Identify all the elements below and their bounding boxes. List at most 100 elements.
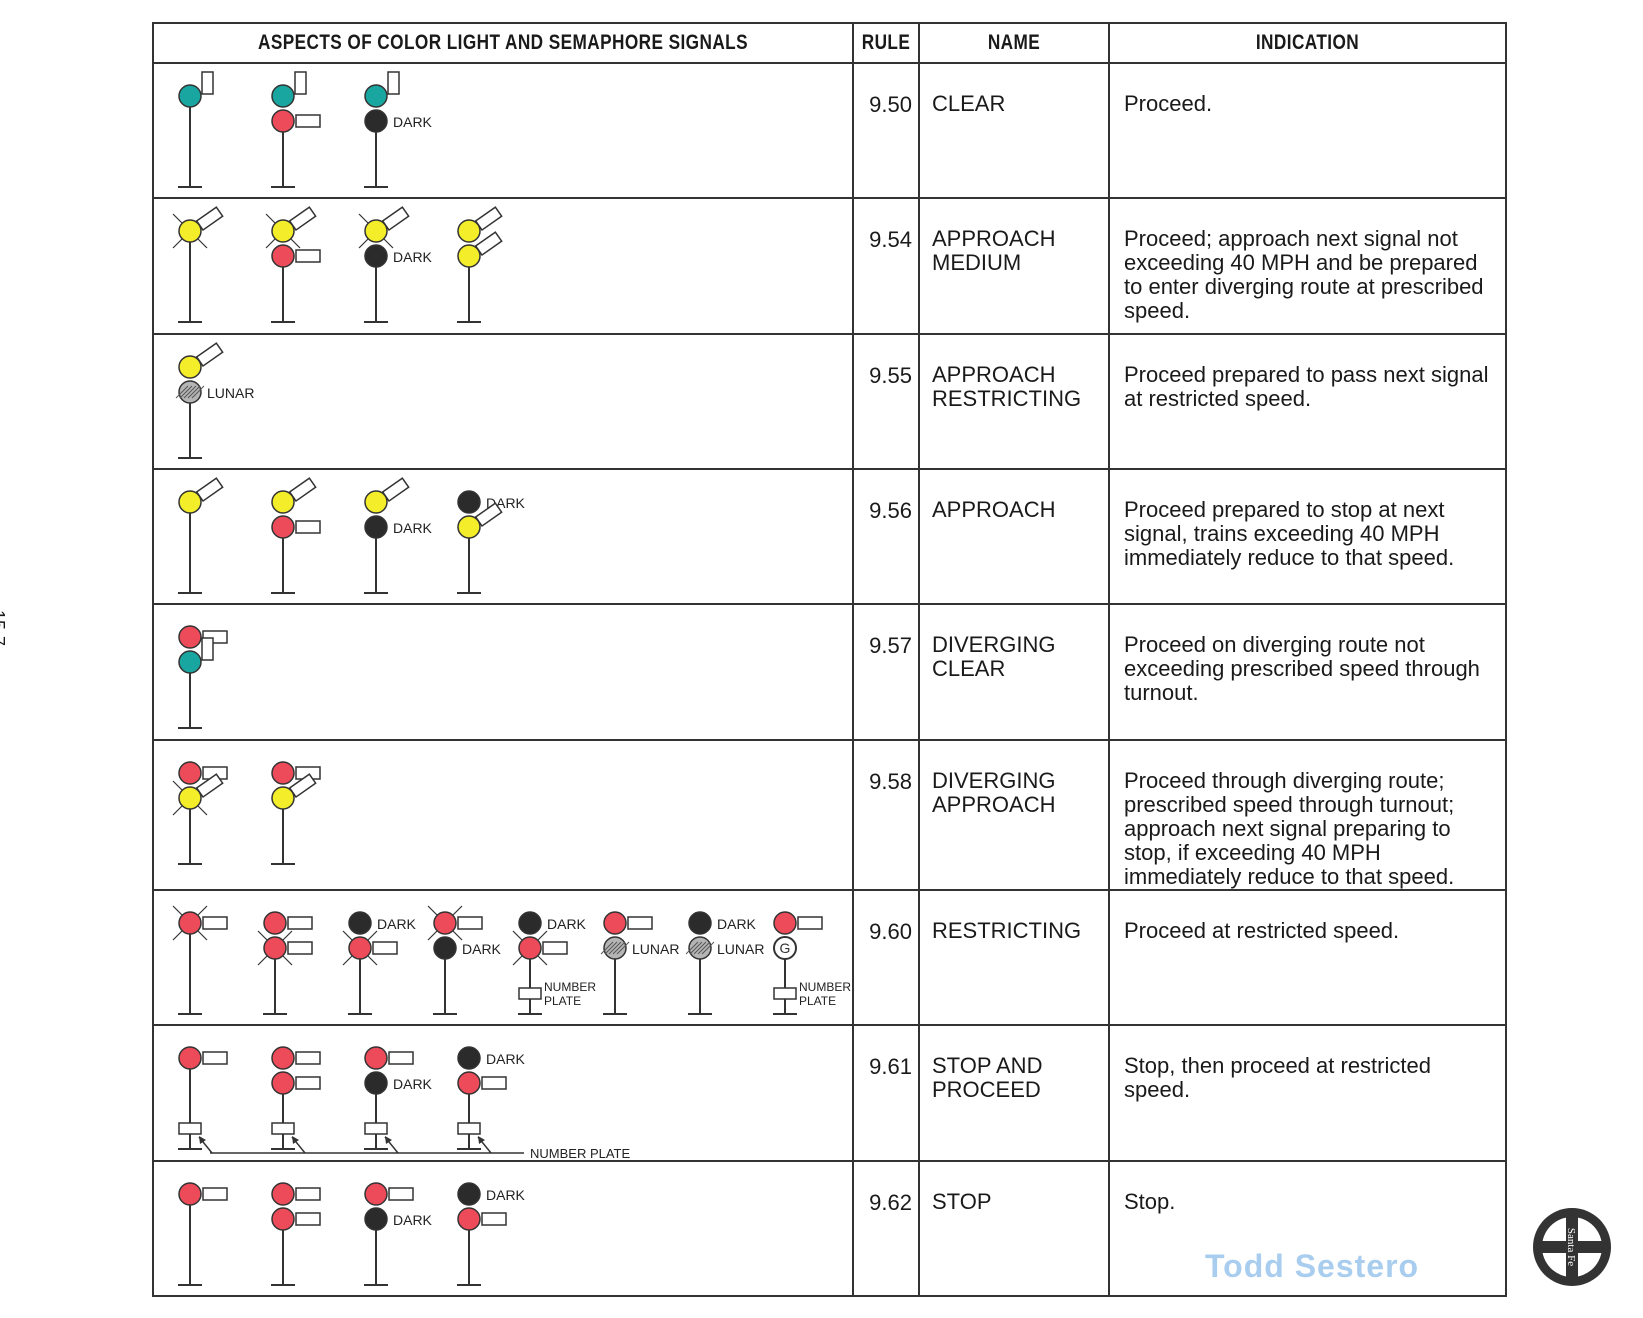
flash-ray <box>172 905 183 916</box>
flash-ray <box>427 930 438 941</box>
semaphore-arm-horizontal <box>295 249 321 264</box>
light-label: DARK <box>377 916 417 932</box>
flash-ray <box>282 930 293 941</box>
signal-mast: LUNAR <box>600 911 679 1015</box>
semaphore-arm-diagonal <box>474 206 503 232</box>
signal-mast: DARK <box>364 477 433 594</box>
semaphore-arm-horizontal <box>202 1051 228 1066</box>
signal-mast: LUNAR <box>175 341 254 459</box>
aspects-cell <box>152 738 854 892</box>
flash-ray <box>537 955 548 966</box>
signal-rules-table: ASPECTS OF COLOR LIGHT AND SEMAPHORE SIG… <box>152 22 1507 1298</box>
signal-mast: DARK <box>457 1046 526 1154</box>
lunar-hatch <box>689 941 703 955</box>
rule-name: STOP AND PROCEED <box>918 1024 1110 1162</box>
number-plate <box>271 1122 295 1136</box>
red-light <box>364 1046 388 1071</box>
flash-ray <box>452 930 463 941</box>
semaphore-arm-horizontal <box>457 916 483 930</box>
aspects-cell: DARK DARK NUMBER PLATE <box>152 1024 854 1162</box>
flash-ray <box>172 238 183 249</box>
yellow-light <box>457 515 481 539</box>
rule-name: STOP <box>918 1159 1110 1298</box>
light-label: DARK <box>393 1212 433 1228</box>
signal-mast <box>265 206 321 324</box>
lunar-hatch <box>175 385 189 399</box>
table-row: DARK DARK 9.56 APPROACH Proceed prepared to … <box>152 467 1507 606</box>
red-light <box>271 109 295 133</box>
lunar-hatch <box>612 941 626 955</box>
header-rule: RULE <box>858 22 914 64</box>
signal-mast <box>271 71 321 188</box>
flash-ray <box>367 955 378 966</box>
red-light <box>271 1071 295 1096</box>
number-plate <box>773 987 797 1000</box>
light-label: DARK <box>393 249 433 265</box>
signal-aspects-drawing: LUNAR <box>175 341 254 459</box>
semaphore-arm-horizontal <box>295 1076 321 1091</box>
table-header-row: ASPECTS OF COLOR LIGHT AND SEMAPHORE SIG… <box>153 22 1506 64</box>
number-plate-label: PLATE <box>799 994 836 1008</box>
red-light <box>271 1206 295 1231</box>
aspects-cell: DARK DARK DARK NUMBER PLATE LUNAR DARK LUNAR G NU… <box>152 888 854 1027</box>
red-light <box>178 625 202 650</box>
semaphore-arm-diagonal <box>474 231 503 257</box>
semaphore-arm-diagonal <box>195 477 224 503</box>
lunar-hatch <box>600 941 614 955</box>
signal-aspects-drawing: DARK <box>178 71 433 188</box>
signal-mast <box>178 71 214 188</box>
dark-light <box>518 911 542 935</box>
rule-number: 9.50 <box>852 61 920 200</box>
flash-ray <box>172 805 183 816</box>
semaphore-arm-horizontal <box>295 114 321 128</box>
light-label: DARK <box>462 941 502 957</box>
rule-indication: Proceed prepared to stop at next signal,… <box>1108 467 1507 606</box>
signal-mast: DARK LUNAR <box>685 911 764 1015</box>
watermark-credit: Todd Sestero <box>1205 1248 1420 1284</box>
yellow-light <box>457 244 481 269</box>
plate-note-label: NUMBER PLATE <box>530 1146 630 1161</box>
rule-name: APPROACH MEDIUM <box>918 197 1110 335</box>
semaphore-arm-diagonal <box>474 502 503 528</box>
red-light <box>271 244 295 269</box>
lunar-hatch <box>179 385 193 399</box>
semaphore-arm-horizontal <box>627 916 653 930</box>
header-name: NAME <box>935 22 1093 64</box>
rule-number: 9.57 <box>852 603 920 741</box>
number-plate <box>364 1122 388 1136</box>
rule-name: APPROACH <box>918 467 1110 606</box>
dark-light <box>457 1046 481 1071</box>
rule-indication: Proceed on diverging route not exceeding… <box>1108 603 1507 741</box>
flash-ray <box>427 905 438 916</box>
dark-light <box>688 911 712 935</box>
signal-mast <box>271 1181 321 1286</box>
signal-mast <box>178 1046 228 1154</box>
rule-name: DIVERGING CLEAR <box>918 603 1110 741</box>
signal-mast: DARK <box>364 1181 433 1286</box>
red-light <box>457 1071 481 1096</box>
red-light <box>364 1181 388 1206</box>
plate-pointer-head <box>385 1136 392 1145</box>
semaphore-arm-diagonal <box>381 477 410 503</box>
signal-mast <box>178 1181 228 1286</box>
rule-number: 9.54 <box>852 197 920 335</box>
yellow-light <box>457 219 481 244</box>
rule-indication: Stop. <box>1108 1159 1507 1298</box>
signal-aspects-drawing <box>178 625 228 730</box>
rule-number: 9.58 <box>852 738 920 892</box>
flash-ray <box>512 955 523 966</box>
signal-mast: DARK <box>342 911 417 1015</box>
signal-aspects-drawing: DARK DARK <box>178 477 526 594</box>
red-light <box>773 911 797 935</box>
lunar-hatch <box>604 941 618 955</box>
flash-ray <box>197 805 208 816</box>
semaphore-arm-horizontal <box>542 941 568 955</box>
rule-indication: Stop, then proceed at restricted speed. <box>1108 1024 1507 1162</box>
signal-mast <box>178 625 228 730</box>
signal-mast <box>271 1046 321 1154</box>
header-indication: INDICATION <box>1143 22 1472 64</box>
aspects-cell: DARK DARK <box>152 467 854 606</box>
yellow-light <box>271 219 295 244</box>
number-plate <box>518 987 542 1000</box>
